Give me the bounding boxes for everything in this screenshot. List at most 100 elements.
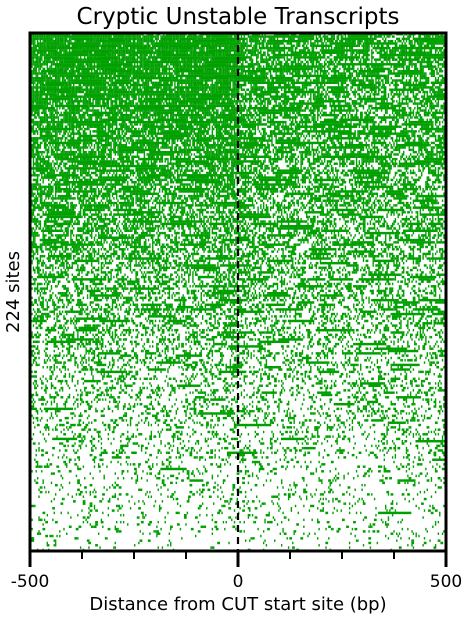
signal-mark	[63, 79, 67, 82]
signal-mark	[174, 93, 177, 96]
signal-mark	[134, 49, 136, 52]
signal-mark	[45, 118, 49, 122]
signal-mark	[319, 116, 322, 119]
signal-mark	[434, 118, 437, 122]
signal-mark	[368, 95, 372, 98]
signal-mark	[156, 123, 158, 126]
signal-mark	[350, 79, 352, 82]
signal-mark	[52, 95, 83, 98]
signal-mark	[92, 83, 96, 87]
signal-mark	[221, 51, 223, 54]
signal-mark	[249, 104, 252, 108]
signal-mark	[292, 74, 326, 78]
signal-mark	[100, 63, 133, 66]
signal-mark	[211, 120, 214, 124]
signal-mark	[340, 39, 342, 43]
signal-mark	[321, 39, 323, 43]
signal-mark	[264, 113, 266, 117]
signal-mark	[256, 63, 258, 66]
signal-mark	[36, 86, 39, 89]
signal-mark	[416, 60, 420, 64]
signal-mark	[161, 88, 164, 91]
signal-mark	[158, 39, 161, 43]
signal-mark	[122, 109, 125, 112]
signal-mark	[113, 49, 115, 52]
signal-mark	[199, 79, 201, 82]
signal-mark	[278, 97, 281, 101]
signal-mark	[398, 37, 401, 41]
signal-mark	[329, 37, 333, 41]
signal-mark	[379, 53, 406, 57]
signal-mark	[178, 58, 180, 61]
signal-mark	[371, 81, 373, 85]
signal-mark	[185, 67, 189, 71]
signal-mark	[360, 58, 362, 61]
signal-mark	[232, 90, 234, 94]
signal-mark	[134, 127, 137, 131]
signal-mark	[31, 88, 33, 91]
signal-mark	[280, 107, 301, 110]
signal-mark	[111, 46, 115, 50]
signal-mark	[189, 60, 193, 64]
signal-mark	[218, 65, 220, 68]
signal-mark	[427, 60, 431, 64]
signal-mark	[135, 86, 137, 89]
signal-mark	[149, 123, 151, 126]
signal-mark	[290, 56, 293, 59]
signal-mark	[59, 44, 62, 48]
signal-mark	[156, 63, 159, 66]
signal-mark	[145, 53, 148, 57]
signal-mark	[201, 79, 204, 82]
signal-mark	[45, 109, 47, 112]
signal-mark	[121, 49, 123, 52]
signal-mark	[41, 74, 44, 78]
signal-mark	[196, 111, 200, 115]
signal-mark	[404, 81, 406, 85]
signal-mark	[213, 120, 215, 124]
signal-mark	[39, 39, 42, 43]
signal-mark	[49, 58, 51, 61]
signal-mark	[264, 88, 266, 91]
signal-mark	[257, 37, 259, 41]
signal-mark	[185, 90, 187, 94]
signal-mark	[238, 88, 240, 91]
signal-mark	[221, 79, 223, 82]
signal-mark	[439, 109, 441, 112]
signal-mark	[109, 93, 112, 96]
signal-mark	[95, 74, 98, 78]
signal-mark	[88, 63, 90, 66]
signal-mark	[400, 81, 402, 85]
signal-mark	[242, 53, 245, 57]
signal-mark	[200, 76, 230, 80]
signal-mark	[236, 67, 238, 71]
signal-mark	[125, 95, 129, 98]
signal-mark	[404, 113, 408, 117]
signal-mark	[124, 102, 128, 105]
signal-mark	[441, 120, 444, 124]
signal-mark	[136, 39, 139, 43]
signal-mark	[182, 72, 184, 75]
signal-mark	[129, 49, 133, 52]
signal-mark	[396, 93, 399, 96]
signal-mark	[339, 67, 341, 71]
signal-mark	[373, 72, 376, 75]
signal-mark	[314, 100, 316, 103]
signal-mark	[186, 118, 189, 122]
signal-mark	[315, 100, 345, 103]
signal-mark	[278, 60, 280, 64]
signal-mark	[339, 102, 341, 105]
signal-mark	[88, 90, 92, 94]
signal-mark	[360, 111, 363, 115]
signal-mark	[143, 83, 146, 87]
signal-mark	[231, 76, 234, 80]
signal-mark	[278, 70, 280, 73]
signal-mark	[358, 53, 361, 57]
signal-mark	[138, 127, 140, 131]
signal-mark	[115, 93, 119, 96]
signal-mark	[67, 51, 69, 54]
signal-mark	[416, 104, 419, 108]
signal-mark	[60, 53, 62, 57]
signal-mark	[244, 130, 248, 133]
signal-mark	[422, 42, 424, 45]
signal-mark	[303, 88, 305, 91]
